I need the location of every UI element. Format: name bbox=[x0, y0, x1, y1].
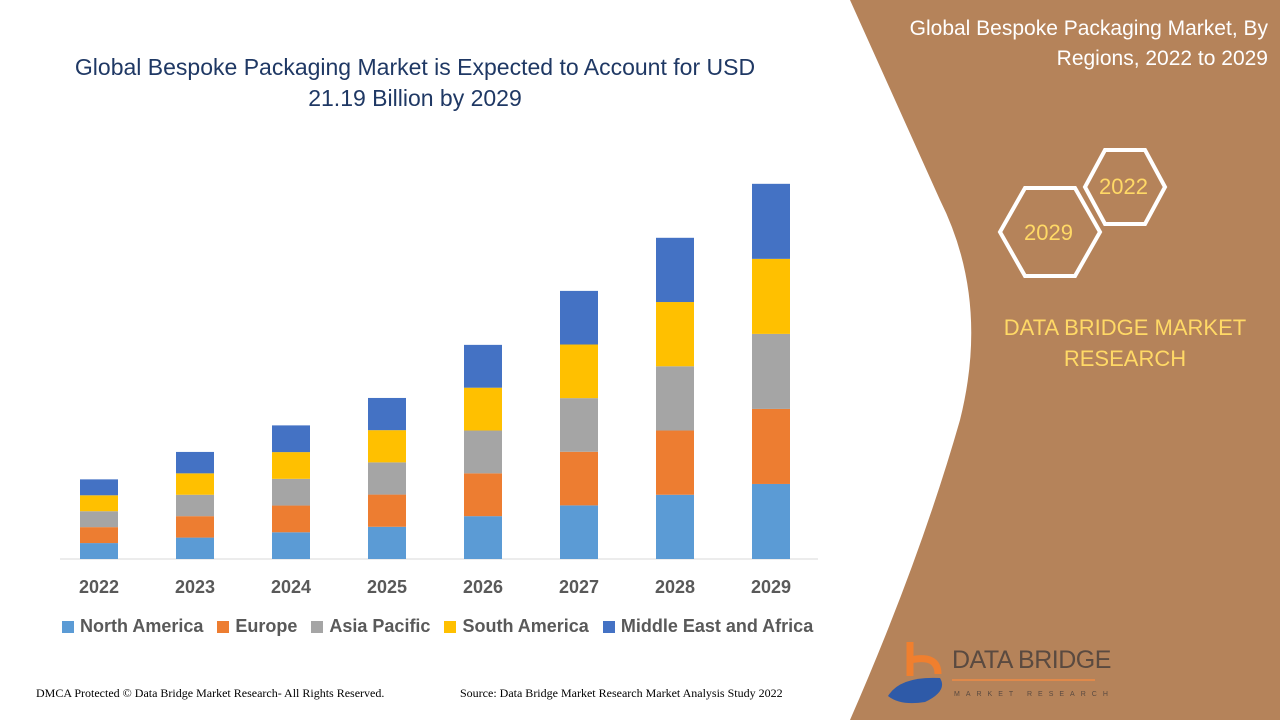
bar-segment-2023-north-america bbox=[176, 537, 214, 559]
x-tick-label: 2028 bbox=[655, 577, 695, 597]
bar-segment-2029-europe bbox=[752, 408, 790, 484]
legend-swatch bbox=[62, 620, 74, 633]
legend-label: Middle East and Africa bbox=[620, 616, 814, 636]
legend-item: Middle East and Africa bbox=[602, 616, 814, 637]
x-tick-label: 2022 bbox=[79, 577, 119, 597]
bar-segment-2029-south-america bbox=[752, 258, 790, 334]
bar-segment-2027-europe bbox=[560, 451, 598, 506]
bar-segment-2027-middle-east-and-africa bbox=[560, 290, 598, 345]
bar-segment-2024-europe bbox=[272, 505, 310, 533]
x-tick-label: 2023 bbox=[175, 577, 215, 597]
chart-legend: North America Europe Asia Pacific South Ame… bbox=[62, 616, 813, 637]
x-tick-label: 2024 bbox=[271, 577, 311, 597]
bar-segment-2027-asia-pacific bbox=[560, 398, 598, 452]
bar-segment-2029-north-america bbox=[752, 483, 790, 559]
legend-label: North America bbox=[80, 616, 204, 636]
bar-segment-2028-north-america bbox=[656, 494, 694, 559]
legend-swatch bbox=[602, 620, 615, 633]
bar-segment-2029-asia-pacific bbox=[752, 333, 790, 409]
bar-segment-2027-north-america bbox=[560, 505, 598, 559]
bar-segment-2025-asia-pacific bbox=[368, 462, 406, 495]
bar-segment-2022-europe bbox=[80, 527, 118, 544]
bar-segment-2027-south-america bbox=[560, 344, 598, 399]
bar-segment-2024-asia-pacific bbox=[272, 478, 310, 506]
legend-label: Europe bbox=[235, 616, 298, 636]
bar-segment-2028-asia-pacific bbox=[656, 366, 694, 431]
x-tick-label: 2026 bbox=[463, 577, 503, 597]
bar-segment-2023-middle-east-and-africa bbox=[176, 451, 214, 474]
legend-label: Asia Pacific bbox=[329, 616, 431, 636]
bar-segment-2023-europe bbox=[176, 516, 214, 538]
data-bridge-logo: MARKET RESEARCH bbox=[888, 642, 1110, 704]
bar-segment-2025-north-america bbox=[368, 526, 406, 559]
logo-text: DATA BRIDGE bbox=[952, 646, 1111, 674]
bar-segment-2028-south-america bbox=[656, 302, 694, 367]
x-tick-label: 2025 bbox=[367, 577, 407, 597]
legend-item: South America bbox=[444, 616, 589, 637]
bar-segment-2028-middle-east-and-africa bbox=[656, 237, 694, 303]
bar-segment-2029-middle-east-and-africa bbox=[752, 183, 790, 259]
legend-label: South America bbox=[462, 616, 589, 636]
legend-swatch bbox=[311, 620, 324, 633]
bar-segment-2028-europe bbox=[656, 430, 694, 495]
bar-segment-2024-middle-east-and-africa bbox=[272, 425, 310, 453]
legend-swatch bbox=[217, 620, 230, 633]
brand-name: DATA BRIDGE MARKET RESEARCH bbox=[1003, 315, 1247, 371]
bar-segment-2022-north-america bbox=[80, 543, 118, 559]
stacked-bar-chart: 2022 2023 2024 2025 2026 2027 2028 2029 bbox=[60, 183, 818, 597]
bar-segment-2025-middle-east-and-africa bbox=[368, 397, 406, 431]
legend-item: Asia Pacific bbox=[311, 616, 430, 637]
bar-segment-2023-asia-pacific bbox=[176, 494, 214, 517]
bar-segment-2022-asia-pacific bbox=[80, 511, 118, 528]
svg-text:MARKET RESEARCH: MARKET RESEARCH bbox=[954, 691, 1110, 698]
bar-segment-2022-south-america bbox=[80, 495, 118, 512]
legend-item: Europe bbox=[217, 616, 297, 637]
chart-title: Global Bespoke Packaging Market is Expec… bbox=[74, 54, 756, 111]
bar-segment-2025-south-america bbox=[368, 430, 406, 463]
source-note: Source: Data Bridge Market Research Mark… bbox=[460, 686, 783, 700]
copyright-notice: DMCA Protected © Data Bridge Market Rese… bbox=[36, 686, 385, 700]
bar-segment-2022-middle-east-and-africa bbox=[80, 479, 118, 496]
bar-segment-2026-asia-pacific bbox=[464, 430, 502, 474]
hexagon-2029 bbox=[997, 186, 1103, 278]
bar-segment-2026-middle-east-and-africa bbox=[464, 344, 502, 388]
hexagon-2022 bbox=[1082, 148, 1168, 226]
bar-segment-2026-north-america bbox=[464, 516, 502, 559]
bar-segment-2026-europe bbox=[464, 473, 502, 517]
x-tick-label: 2027 bbox=[559, 577, 599, 597]
legend-item: North America bbox=[62, 616, 203, 637]
hex-label-2029: 2029 bbox=[1024, 220, 1073, 245]
bar-segment-2026-south-america bbox=[464, 387, 502, 431]
legend-swatch bbox=[444, 620, 457, 633]
bar-segment-2025-europe bbox=[368, 494, 406, 527]
bar-segment-2024-north-america bbox=[272, 532, 310, 559]
hex-label-2022: 2022 bbox=[1099, 174, 1148, 199]
side-panel-title: Global Bespoke Packaging Market, By Regi… bbox=[909, 17, 1268, 70]
x-tick-label: 2029 bbox=[751, 577, 791, 597]
bar-segment-2024-south-america bbox=[272, 452, 310, 479]
bar-segment-2023-south-america bbox=[176, 473, 214, 495]
